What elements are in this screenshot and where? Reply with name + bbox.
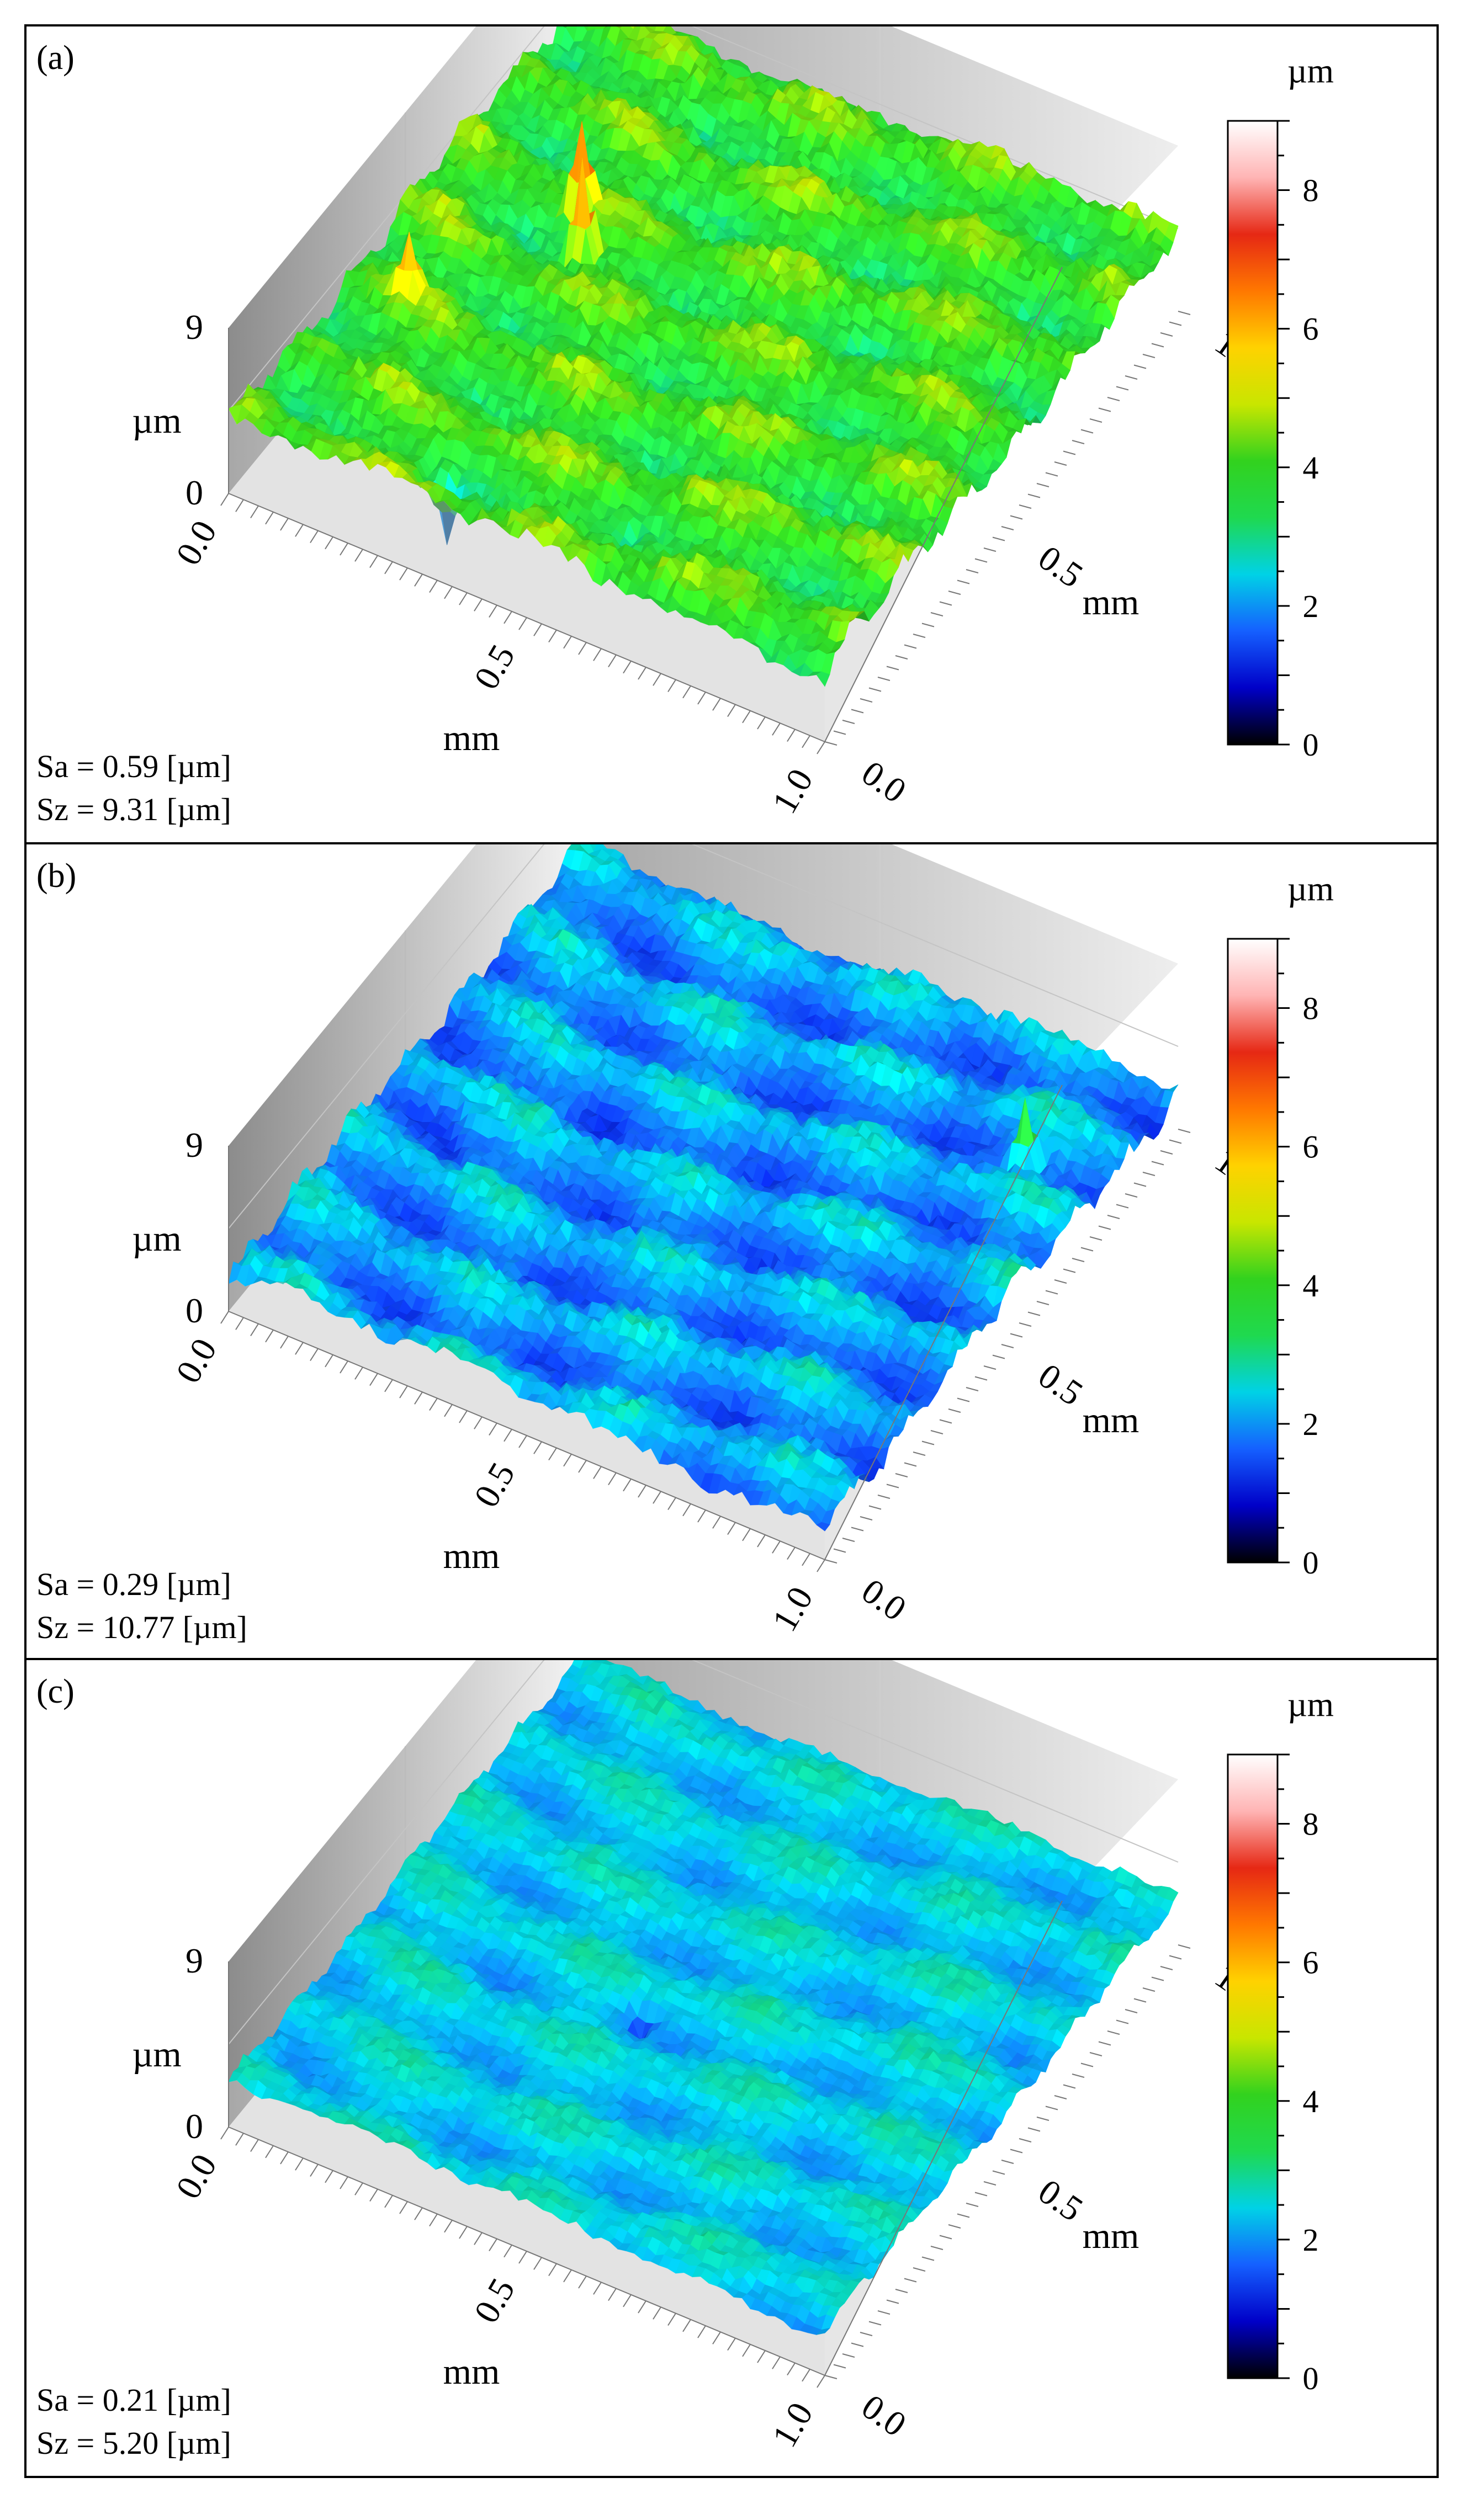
colorbar-gradient bbox=[1227, 938, 1279, 1564]
y-tick-label: 0.0 bbox=[855, 753, 913, 810]
sa-value: Sa = 0.29 [µm] bbox=[36, 1566, 231, 1602]
colorbar-tick-label: 4 bbox=[1303, 450, 1319, 486]
y-tick-label: 0.5 bbox=[1031, 2171, 1090, 2229]
z-tick-label: 9 bbox=[185, 307, 203, 347]
colorbar-gradient bbox=[1227, 120, 1279, 746]
x-tick-label: 1.0 bbox=[765, 762, 820, 820]
panel-label: (a) bbox=[36, 39, 75, 77]
z-axis-label: µm bbox=[132, 1219, 181, 1259]
colorbar-tick-label: 0 bbox=[1303, 2360, 1319, 2396]
panel-label: (c) bbox=[36, 1673, 75, 1710]
colorbar-tick-label: 6 bbox=[1303, 1129, 1319, 1165]
colorbar-tick-label: 8 bbox=[1303, 991, 1319, 1027]
sz-value: Sz = 9.31 [µm] bbox=[36, 791, 231, 827]
y-tick-label: 0.5 bbox=[1031, 538, 1090, 595]
colorbar-tick-label: 4 bbox=[1303, 1268, 1319, 1304]
y-tick-label: 0.0 bbox=[855, 2386, 913, 2444]
colorbar-tick-label: 8 bbox=[1303, 173, 1319, 209]
front-edge-shadow bbox=[229, 408, 825, 742]
x-tick-label: 1.0 bbox=[765, 1580, 820, 1638]
sa-value: Sa = 0.21 [µm] bbox=[36, 2382, 231, 2418]
colorbar: 0 2 4 6 8 µm bbox=[1227, 52, 1334, 763]
axes-group bbox=[220, 267, 1191, 754]
sz-value: Sz = 5.20 [µm] bbox=[36, 2425, 231, 2461]
colorbar-tick-label: 0 bbox=[1303, 727, 1319, 763]
colorbar: 0 2 4 6 8 µm bbox=[1227, 870, 1334, 1581]
colorbar-tick-label: 4 bbox=[1303, 2083, 1319, 2119]
front-edge-shadow bbox=[229, 2080, 825, 2375]
surface-mesh bbox=[228, 1658, 1179, 2336]
z-tick-label: 0 bbox=[185, 1291, 203, 1330]
colorbar-tick-label: 0 bbox=[1303, 1545, 1319, 1581]
colorbar-tick-label: 6 bbox=[1303, 1945, 1319, 1981]
colorbar-tick-label: 2 bbox=[1303, 2222, 1319, 2258]
z-axis-label: µm bbox=[132, 401, 181, 441]
z-axis-label: µm bbox=[132, 2034, 181, 2075]
x-tick-label: 0.0 bbox=[168, 514, 224, 572]
x-axis-label: mm bbox=[443, 2352, 500, 2392]
sa-value: Sa = 0.59 [µm] bbox=[36, 748, 231, 784]
x-axis-label: mm bbox=[443, 718, 500, 758]
x-tick-label: 0.5 bbox=[467, 1456, 522, 1514]
colorbar-tick-label: 2 bbox=[1303, 588, 1319, 624]
colorbar: 0 2 4 6 8 µm bbox=[1227, 1686, 1334, 2396]
x-tick-label: 0.5 bbox=[467, 2272, 522, 2330]
colorbar-label: µm bbox=[1287, 52, 1334, 90]
x-tick-label: 0.5 bbox=[467, 638, 522, 696]
colorbar-tick-label: 8 bbox=[1303, 1806, 1319, 1842]
y-tick-label: 0.0 bbox=[855, 1571, 913, 1628]
y-axis-label: mm bbox=[1083, 1400, 1139, 1440]
axes-group bbox=[220, 1084, 1191, 1572]
colorbar-tick-label: 2 bbox=[1303, 1406, 1319, 1442]
y-axis-label: mm bbox=[1083, 582, 1139, 623]
panel-label: (b) bbox=[36, 857, 77, 895]
y-axis-label: mm bbox=[1083, 2216, 1139, 2256]
colorbar-label: µm bbox=[1287, 870, 1334, 908]
x-tick-label: 1.0 bbox=[765, 2396, 820, 2454]
z-tick-label: 9 bbox=[185, 1941, 203, 1980]
surface-mesh bbox=[228, 24, 1179, 687]
surface-mesh bbox=[228, 842, 1179, 1532]
x-tick-label: 0.0 bbox=[168, 2147, 224, 2205]
x-axis-label: mm bbox=[443, 1536, 500, 1576]
front-edge-shadow bbox=[229, 1279, 825, 1560]
x-tick-label: 0.0 bbox=[168, 1332, 224, 1390]
colorbar-tick-label: 6 bbox=[1303, 311, 1319, 347]
z-tick-label: 0 bbox=[185, 473, 203, 512]
colorbar-label: µm bbox=[1287, 1686, 1334, 1724]
sz-value: Sz = 10.77 [µm] bbox=[36, 1609, 247, 1645]
z-tick-label: 9 bbox=[185, 1125, 203, 1165]
y-tick-label: 0.5 bbox=[1031, 1355, 1090, 1413]
axes-group bbox=[220, 1900, 1191, 2388]
colorbar-gradient bbox=[1227, 1753, 1279, 2379]
z-tick-label: 0 bbox=[185, 2107, 203, 2146]
